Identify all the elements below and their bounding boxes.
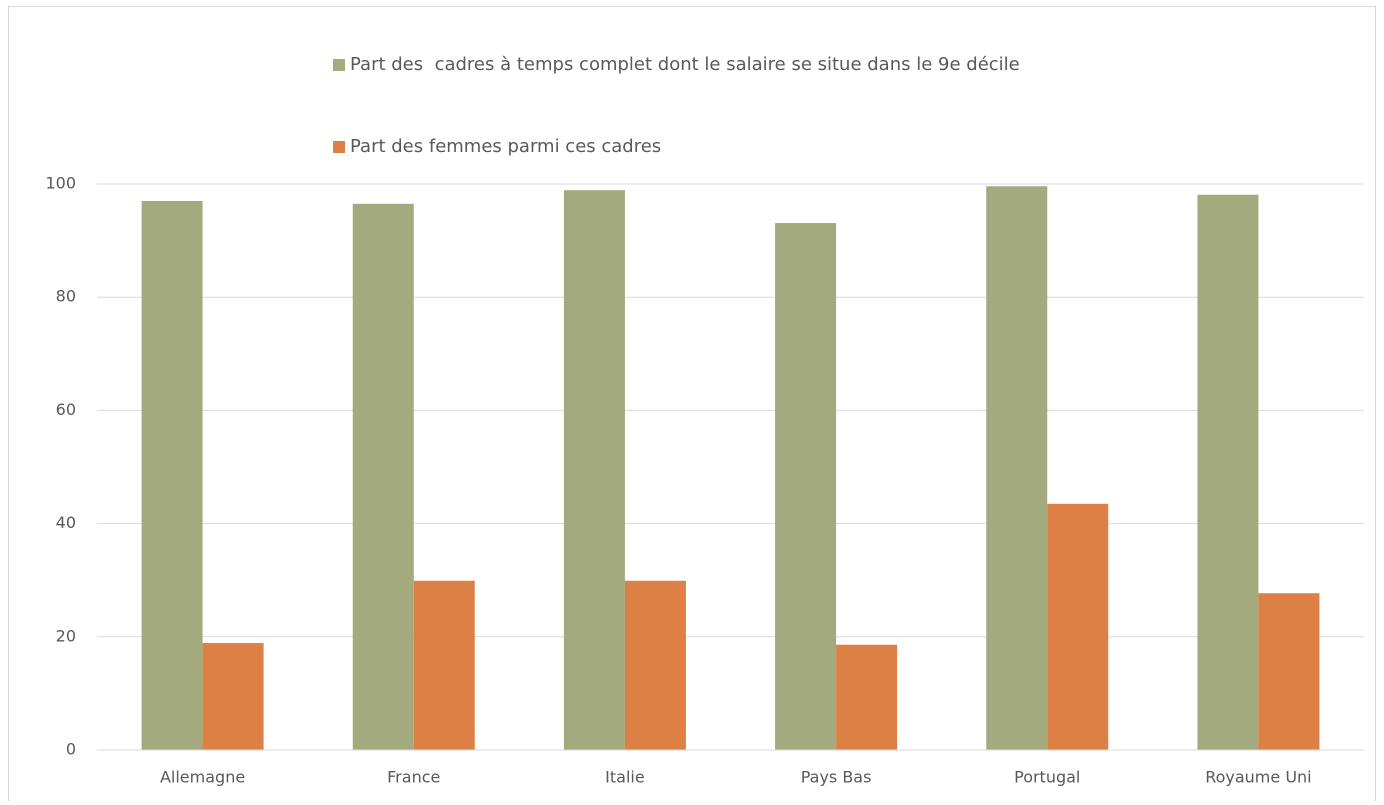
y-tick-label: 0 <box>66 740 76 759</box>
y-tick-label: 60 <box>56 400 76 419</box>
legend-label: Part des cadres à temps complet dont le … <box>350 54 1020 75</box>
bar <box>1047 503 1109 750</box>
bar <box>836 644 898 750</box>
legend-swatch <box>333 141 345 153</box>
bar <box>352 203 414 750</box>
bar <box>413 580 475 750</box>
legend-label: Part des femmes parmi ces cadres <box>350 136 661 157</box>
x-tick-label: Royaume Uni <box>1205 768 1311 787</box>
y-tick-label: 100 <box>45 174 76 193</box>
y-tick-label: 40 <box>56 513 76 532</box>
x-tick-label: France <box>387 768 440 787</box>
x-tick-label: Pays Bas <box>801 768 872 787</box>
bar <box>1197 194 1259 750</box>
bar <box>624 580 686 750</box>
bar <box>1258 593 1320 750</box>
bar <box>141 200 203 751</box>
bar <box>202 643 264 750</box>
y-tick-label: 80 <box>56 287 76 306</box>
bar <box>986 186 1048 750</box>
bar <box>775 223 837 750</box>
x-tick-label: Italie <box>605 768 645 787</box>
x-tick-label: Allemagne <box>160 768 245 787</box>
bar <box>563 190 625 750</box>
x-tick-label: Portugal <box>1014 768 1080 787</box>
legend-swatch <box>333 59 345 71</box>
y-tick-label: 20 <box>56 626 76 645</box>
